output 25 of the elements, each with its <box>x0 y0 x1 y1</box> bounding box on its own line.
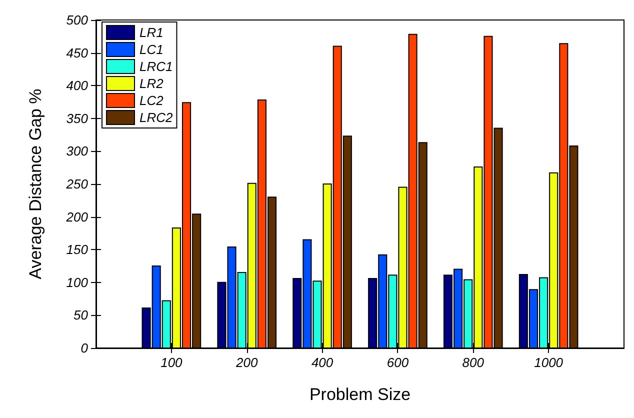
legend-label: LR1 <box>140 25 164 40</box>
y-tick-label: 100 <box>66 274 89 290</box>
x-tick-label: 1000 <box>534 355 564 370</box>
legend-label: LR2 <box>140 76 164 91</box>
x-tick-label: 800 <box>462 355 485 370</box>
y-tick-label: 150 <box>66 242 89 258</box>
x-tick-label: 100 <box>160 355 184 370</box>
x-tick-label: 400 <box>311 355 334 370</box>
y-tick-label: 250 <box>65 176 89 192</box>
y-tick-label: 450 <box>66 45 89 60</box>
x-tick-label: 600 <box>386 355 410 370</box>
y-tick-label: 0 <box>80 340 89 356</box>
y-tick-label: 500 <box>66 12 89 28</box>
legend-label: LRC1 <box>140 59 173 74</box>
y-tick-label: 350 <box>66 110 89 126</box>
y-tick-label: 200 <box>65 209 89 224</box>
y-axis-title: Average Distance Gap % <box>26 88 45 280</box>
x-axis-title: Problem Size <box>309 385 411 404</box>
y-tick-label: 50 <box>74 308 89 323</box>
legend-label: LC1 <box>140 42 164 57</box>
y-tick-label: 300 <box>66 144 89 159</box>
legend-label: LRC2 <box>140 110 174 125</box>
x-tick-label: 200 <box>235 355 258 370</box>
legend-label: LC2 <box>140 93 164 108</box>
y-tick-label: 400 <box>66 78 89 94</box>
